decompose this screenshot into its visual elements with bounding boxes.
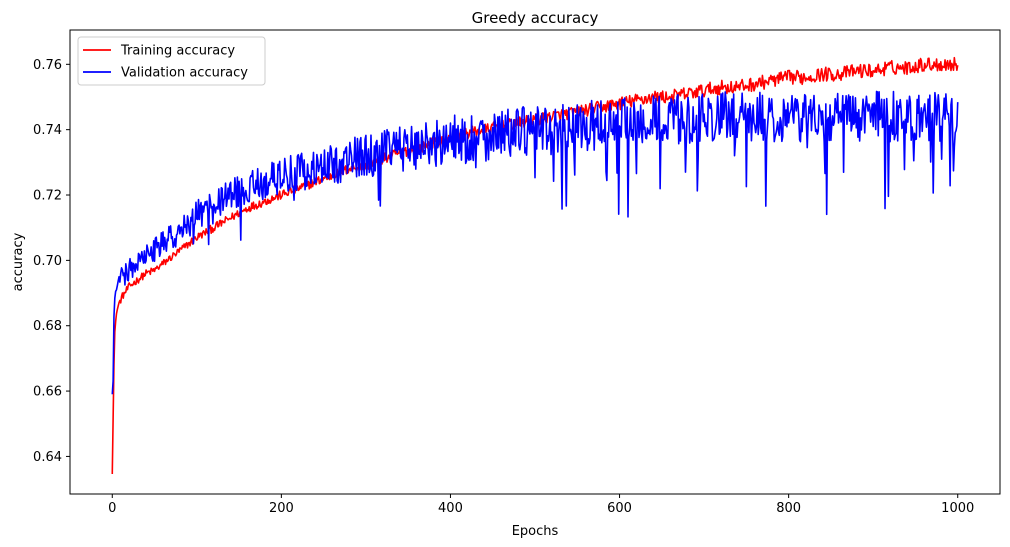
chart-title: Greedy accuracy — [472, 9, 599, 27]
legend-entry-label: Training accuracy — [120, 44, 235, 59]
y-tick-label: 0.76 — [33, 58, 62, 73]
plot-area — [111, 56, 959, 475]
x-tick-label: 800 — [776, 501, 801, 516]
x-tick-label: 600 — [607, 501, 632, 516]
x-tick-label: 0 — [108, 501, 116, 516]
y-tick-label: 0.74 — [33, 123, 62, 138]
series-line-training-accuracy — [111, 56, 959, 475]
x-tick-label: 200 — [269, 501, 294, 516]
y-tick-label: 0.64 — [33, 450, 62, 465]
y-tick-label: 0.68 — [33, 319, 62, 334]
y-tick-label: 0.72 — [33, 189, 62, 204]
x-tick-label: 1000 — [941, 501, 974, 516]
x-axis-label: Epochs — [512, 524, 559, 539]
series-line-validation-accuracy — [111, 90, 959, 395]
x-tick-label: 400 — [438, 501, 463, 516]
legend: Training accuracy Validation accuracy — [77, 36, 266, 86]
legend-box — [77, 36, 266, 86]
axes-frame — [69, 29, 1001, 495]
x-axis-ticks: 0 200 400 600 800 1000 — [108, 494, 974, 516]
legend-entry-label: Validation accuracy — [121, 66, 248, 81]
y-axis-label: accuracy — [11, 232, 26, 291]
y-tick-label: 0.70 — [33, 254, 62, 269]
y-axis-ticks: 0.64 0.66 0.68 0.70 0.72 0.74 0.76 — [33, 58, 70, 465]
y-tick-label: 0.66 — [33, 385, 62, 400]
